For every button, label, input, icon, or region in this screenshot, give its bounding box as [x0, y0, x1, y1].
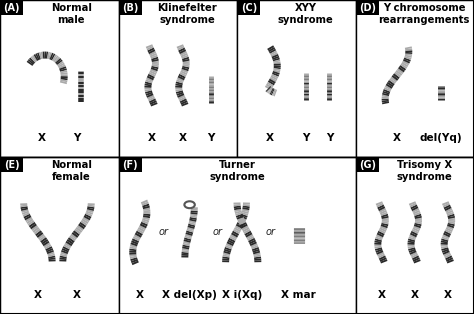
Text: X i(Xq): X i(Xq): [222, 290, 262, 300]
Text: or: or: [213, 227, 223, 237]
Text: (D): (D): [359, 3, 376, 13]
Text: X: X: [136, 290, 144, 300]
Text: (C): (C): [241, 3, 257, 13]
Text: X: X: [179, 133, 186, 143]
Text: X: X: [444, 290, 452, 300]
Text: Y: Y: [207, 133, 215, 143]
FancyBboxPatch shape: [119, 157, 142, 172]
FancyBboxPatch shape: [118, 0, 237, 157]
FancyBboxPatch shape: [0, 157, 118, 314]
FancyBboxPatch shape: [118, 157, 356, 314]
Text: X: X: [411, 290, 419, 300]
FancyBboxPatch shape: [119, 0, 142, 15]
Text: (E): (E): [4, 160, 19, 170]
Text: del(Yq): del(Yq): [419, 133, 462, 143]
Text: Trisomy X
syndrome: Trisomy X syndrome: [396, 160, 452, 182]
FancyBboxPatch shape: [0, 157, 23, 172]
FancyBboxPatch shape: [237, 0, 260, 15]
Text: or: or: [158, 227, 169, 237]
Text: X: X: [266, 133, 274, 143]
Text: (B): (B): [122, 3, 138, 13]
FancyBboxPatch shape: [356, 157, 379, 172]
Text: X: X: [148, 133, 155, 143]
Text: X: X: [73, 290, 81, 300]
Text: (A): (A): [4, 3, 20, 13]
Text: X: X: [37, 133, 46, 143]
Text: Normal
male: Normal male: [51, 3, 91, 25]
FancyBboxPatch shape: [237, 0, 356, 157]
Text: Klinefelter
syndrome: Klinefelter syndrome: [157, 3, 217, 25]
Text: X: X: [34, 290, 42, 300]
Text: Turner
syndrome: Turner syndrome: [209, 160, 265, 182]
FancyBboxPatch shape: [0, 0, 23, 15]
Text: Y: Y: [73, 133, 81, 143]
Text: or: or: [265, 227, 275, 237]
Text: (F): (F): [123, 160, 138, 170]
Text: X mar: X mar: [281, 290, 316, 300]
FancyBboxPatch shape: [356, 157, 474, 314]
FancyBboxPatch shape: [356, 0, 474, 157]
Text: Normal
female: Normal female: [51, 160, 91, 182]
FancyBboxPatch shape: [0, 0, 118, 157]
Text: X del(Xp): X del(Xp): [162, 290, 217, 300]
Text: X: X: [378, 290, 385, 300]
Text: X: X: [393, 133, 401, 143]
Text: (G): (G): [359, 160, 376, 170]
Text: Y: Y: [326, 133, 333, 143]
Text: Y chromosome
rearrangements: Y chromosome rearrangements: [379, 3, 470, 25]
Text: Y: Y: [302, 133, 310, 143]
FancyBboxPatch shape: [356, 0, 379, 15]
Text: XYY
syndrome: XYY syndrome: [278, 3, 334, 25]
